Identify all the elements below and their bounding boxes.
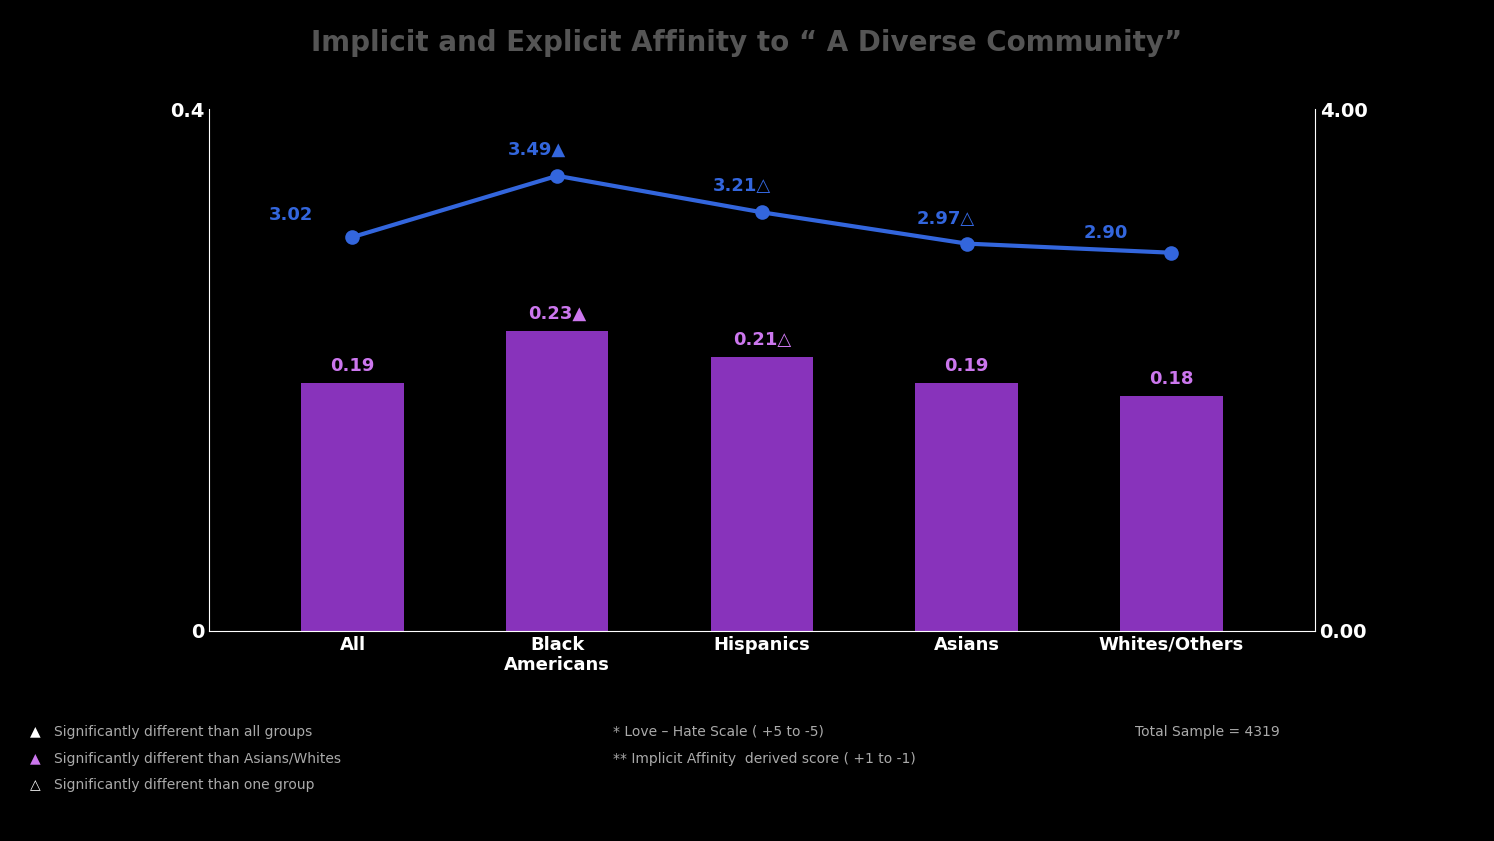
Text: 3.21△: 3.21△ bbox=[713, 177, 771, 195]
Text: ▲: ▲ bbox=[30, 725, 40, 738]
Text: 3.02: 3.02 bbox=[269, 206, 314, 224]
Text: 2.90: 2.90 bbox=[1083, 225, 1128, 242]
Text: Total Sample = 4319: Total Sample = 4319 bbox=[1135, 725, 1280, 738]
Text: Significantly different than one group: Significantly different than one group bbox=[54, 779, 314, 792]
Text: 0.19: 0.19 bbox=[330, 357, 375, 375]
Text: * Love – Hate Scale ( +5 to -5): * Love – Hate Scale ( +5 to -5) bbox=[613, 725, 823, 738]
Text: ** Implicit Affinity  derived score ( +1 to -1): ** Implicit Affinity derived score ( +1 … bbox=[613, 752, 916, 765]
Text: 0.19: 0.19 bbox=[944, 357, 989, 375]
Text: Significantly different than all groups: Significantly different than all groups bbox=[54, 725, 312, 738]
Text: △: △ bbox=[30, 779, 40, 792]
Text: ▲: ▲ bbox=[30, 752, 40, 765]
Text: 0.23▲: 0.23▲ bbox=[527, 305, 586, 323]
Text: 0.18: 0.18 bbox=[1149, 370, 1194, 389]
Text: Significantly different than Asians/Whites: Significantly different than Asians/Whit… bbox=[54, 752, 341, 765]
Text: Implicit and Explicit Affinity to “ A Diverse Community”: Implicit and Explicit Affinity to “ A Di… bbox=[311, 29, 1183, 57]
Bar bbox=[1120, 396, 1222, 631]
Bar bbox=[302, 383, 403, 631]
Text: 2.97△: 2.97△ bbox=[917, 210, 976, 228]
Text: 0.21△: 0.21△ bbox=[734, 331, 790, 349]
Bar bbox=[506, 331, 608, 631]
Text: 3.49▲: 3.49▲ bbox=[508, 140, 566, 159]
Bar bbox=[711, 357, 813, 631]
Bar bbox=[916, 383, 1017, 631]
